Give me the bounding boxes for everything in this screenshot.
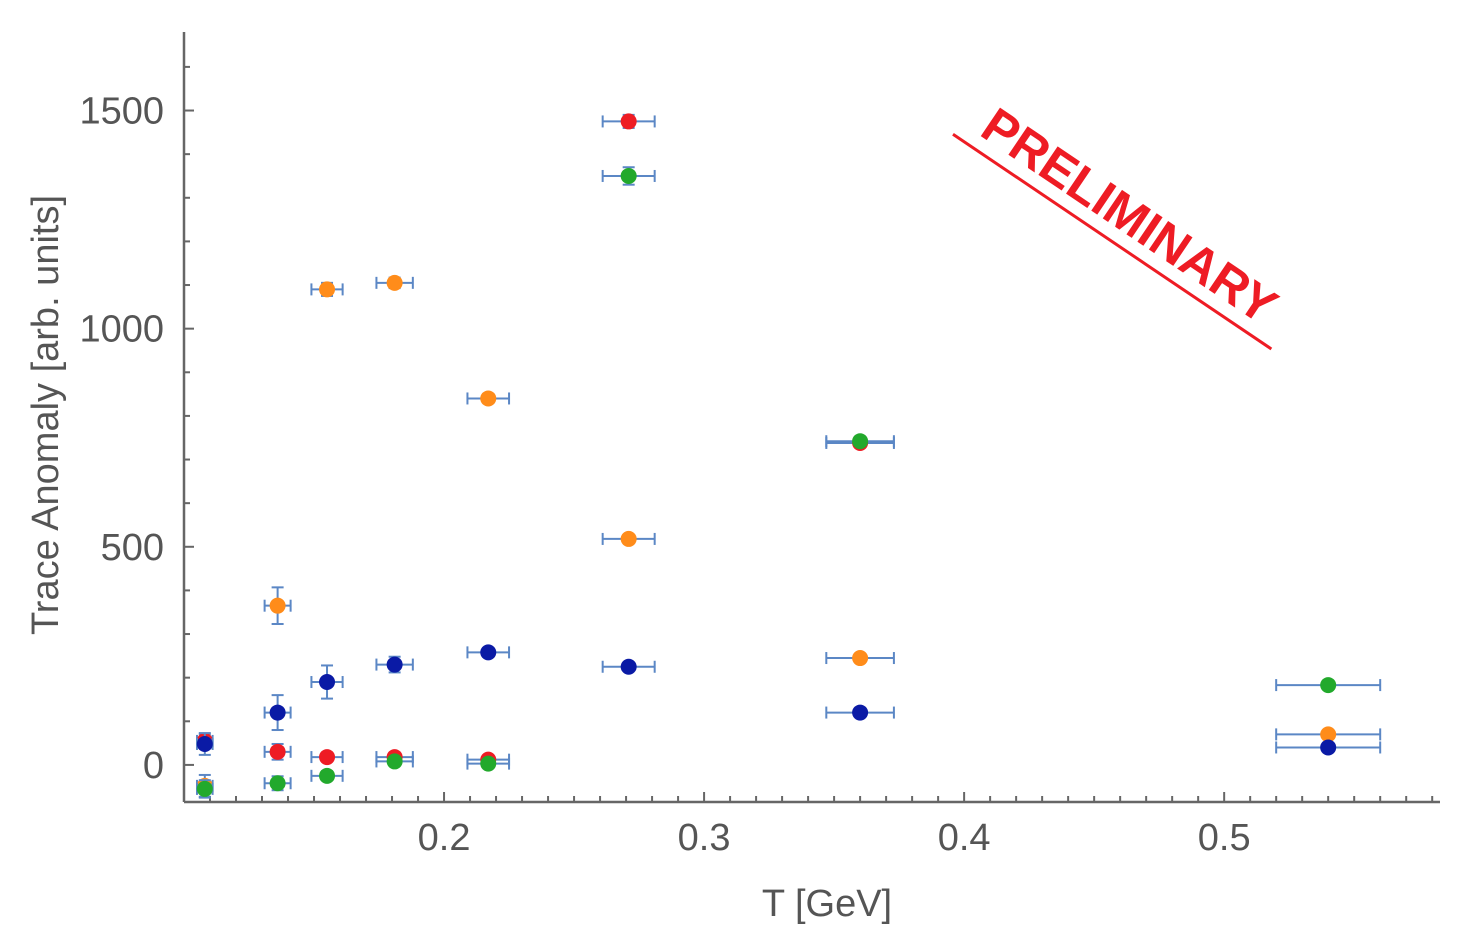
data-point-blue (620, 658, 637, 675)
preliminary-underline (952, 132, 1273, 351)
data-point-blue (196, 735, 213, 752)
data-point-green (620, 167, 637, 184)
data-point-orange (1320, 726, 1337, 743)
y-tick-label: 1500 (79, 91, 164, 133)
data-point-orange (269, 597, 286, 614)
data-point-green (386, 753, 403, 770)
data-point-green (852, 433, 869, 450)
data-point-blue (1320, 739, 1337, 756)
data-point-green (269, 775, 286, 792)
y-tick-label: 1000 (79, 309, 164, 351)
data-point-green (196, 780, 213, 797)
data-point-orange (319, 281, 336, 298)
data-point-red (269, 743, 286, 760)
x-axis-title: T [GeV] (762, 883, 892, 925)
y-tick-label: 0 (143, 745, 164, 787)
data-points (196, 113, 1382, 799)
x-tick-label: 0.4 (938, 817, 991, 859)
tick-labels: 0.2 0.3 0.4 0.5 0 500 1000 1500 (79, 91, 1250, 859)
data-point-green (319, 767, 336, 784)
data-point-orange (386, 274, 403, 291)
data-point-blue (269, 704, 286, 721)
y-axis-title: Trace Anomaly [arb. units] (25, 195, 67, 635)
y-tick-label: 500 (101, 527, 164, 569)
data-point-blue (319, 674, 336, 691)
data-point-blue (852, 704, 869, 721)
data-point-blue (386, 656, 403, 673)
x-tick-label: 0.5 (1198, 817, 1251, 859)
x-tick-label: 0.2 (418, 817, 471, 859)
data-point-green (1320, 677, 1337, 694)
data-point-orange (852, 650, 869, 667)
data-point-orange (620, 530, 637, 547)
data-point-green (480, 755, 497, 772)
preliminary-text: PRELIMINARY (972, 97, 1287, 335)
preliminary-watermark: PRELIMINARY (952, 97, 1287, 351)
x-tick-label: 0.3 (678, 817, 731, 859)
data-point-orange (480, 390, 497, 407)
data-point-red (620, 113, 637, 130)
data-point-red (319, 749, 336, 766)
data-point-blue (480, 644, 497, 661)
axis-ticks (183, 65, 1434, 802)
